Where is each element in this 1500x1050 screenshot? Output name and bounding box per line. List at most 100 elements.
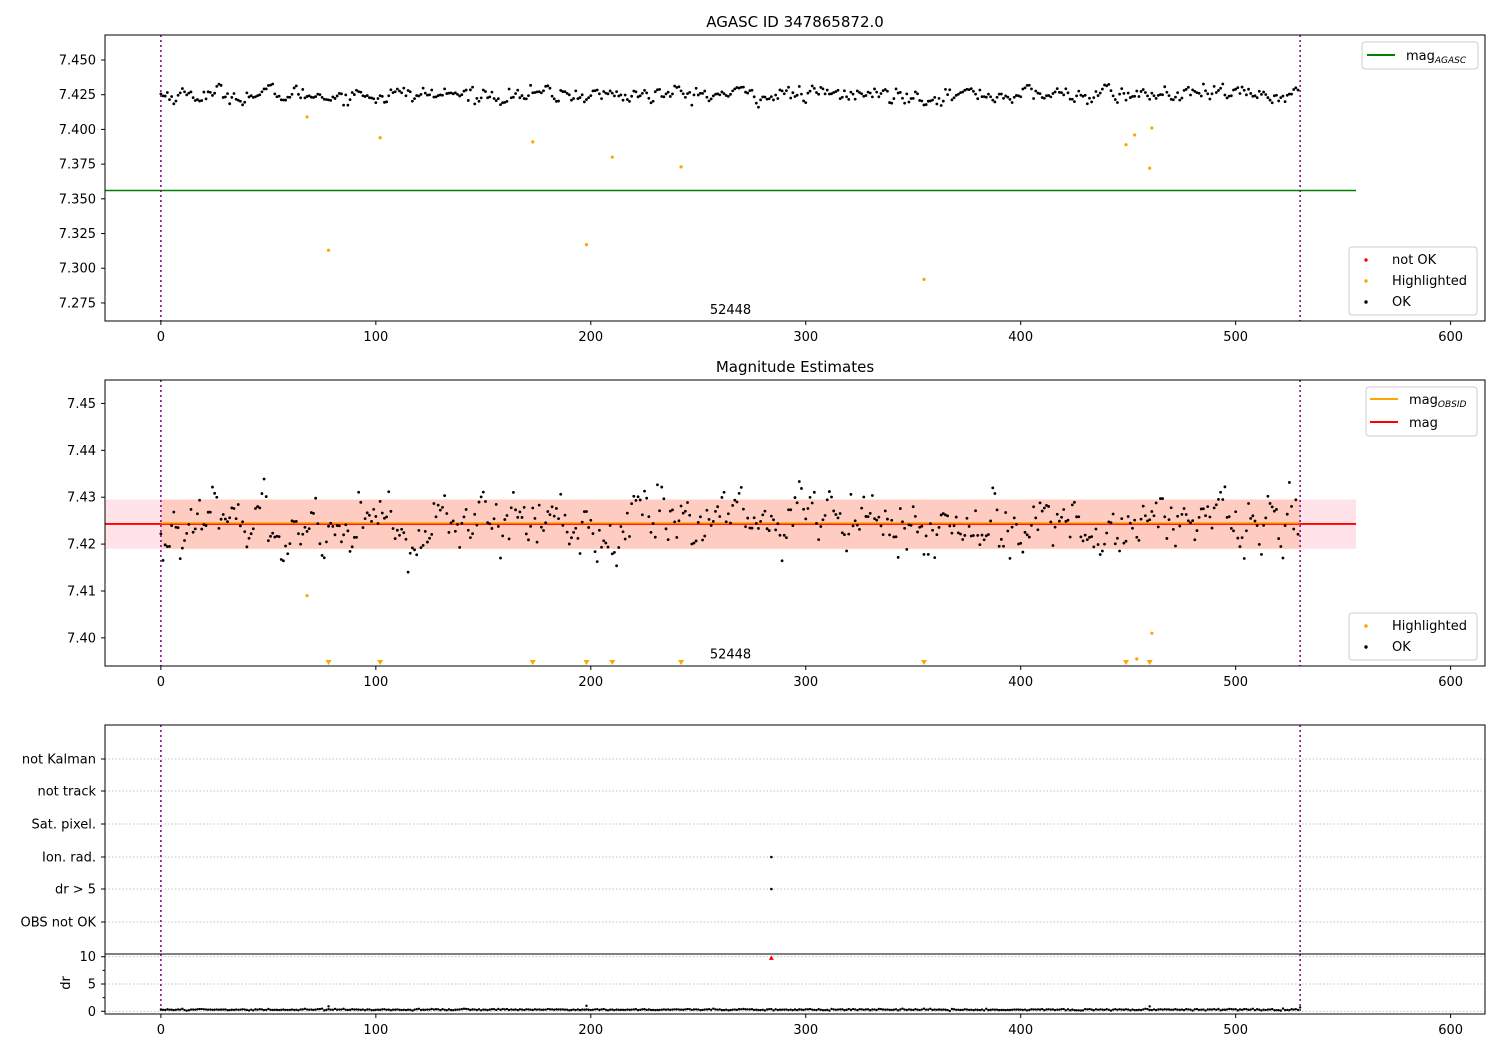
dr-point <box>320 1007 324 1010</box>
dr-point <box>787 1008 790 1012</box>
dr-point <box>819 1008 822 1012</box>
ok-point <box>675 86 679 89</box>
ok-point <box>724 520 728 524</box>
ok-point <box>843 533 846 537</box>
ok-point <box>1217 497 1220 501</box>
ok-point <box>492 97 496 100</box>
ok-point <box>625 511 629 515</box>
ok-point <box>292 86 296 90</box>
ok-point <box>585 98 588 101</box>
ok-point <box>176 526 180 530</box>
ok-point <box>1227 94 1231 98</box>
dr-point <box>260 1008 264 1011</box>
ok-point <box>1038 501 1042 505</box>
dr-point <box>299 1008 302 1011</box>
ok-point <box>1287 92 1291 96</box>
dr-point <box>763 1009 767 1012</box>
dr-point <box>927 1008 930 1011</box>
dr-point <box>527 1008 530 1011</box>
ok-point <box>282 98 285 102</box>
dr-point <box>1270 1007 1274 1011</box>
ok-point <box>918 99 922 102</box>
ok-point <box>376 522 380 525</box>
ok-point <box>241 520 244 524</box>
agasc-panel: AGASC ID 347865872.0 0 100 200 300 400 500 600… <box>59 13 1486 345</box>
dr-point <box>974 1008 977 1011</box>
dr-point <box>1230 1008 1233 1011</box>
ok-point <box>1064 87 1068 91</box>
dr-point <box>1023 1008 1027 1011</box>
dr-point <box>821 1008 825 1012</box>
dr-point <box>1068 1009 1072 1012</box>
dr-x-ticks: 0 100 200 300 400 500 600 <box>157 1014 1463 1038</box>
ok-point <box>1040 96 1044 99</box>
ok-point <box>1131 95 1134 98</box>
ok-point <box>275 95 279 99</box>
dr-point <box>447 1008 451 1011</box>
dr-point <box>185 1009 188 1012</box>
ok-point <box>742 85 745 89</box>
ok-point <box>1202 507 1205 511</box>
ok-point <box>780 89 784 93</box>
x-tick-label: 400 <box>1008 675 1033 690</box>
ok-point <box>466 99 470 102</box>
flag-category-label: OBS not OK <box>21 916 97 931</box>
ok-point <box>1098 91 1102 95</box>
ok-point <box>445 512 449 515</box>
dr-point <box>1247 1008 1250 1012</box>
dr-point <box>546 1007 550 1011</box>
dr-point <box>471 1008 474 1011</box>
dr-point <box>206 1008 210 1011</box>
ok-point <box>251 96 255 99</box>
ok-point <box>1105 84 1109 88</box>
dr-point <box>1105 1007 1108 1011</box>
ok-point <box>329 521 333 525</box>
agasc-legend-label-notok: not OK <box>1392 253 1437 268</box>
ok-point <box>673 84 677 88</box>
ok-point <box>610 91 614 95</box>
dr-point <box>1208 1008 1212 1011</box>
ok-point <box>656 483 659 487</box>
ok-point <box>660 95 664 98</box>
ok-point <box>469 88 472 92</box>
ok-point <box>1019 95 1023 99</box>
ok-point <box>972 89 975 93</box>
ok-point <box>230 95 234 99</box>
estimates-y-ticks: 7.407.417.427.437.447.45 <box>67 397 105 646</box>
ok-point <box>1128 96 1132 99</box>
dr-point <box>768 1008 771 1011</box>
ok-point <box>178 91 182 95</box>
dr-point <box>187 1008 191 1012</box>
ok-point <box>372 97 376 101</box>
dr-point <box>312 1008 315 1012</box>
dr-point <box>179 1008 182 1011</box>
dr-point <box>1075 1009 1078 1012</box>
dr-point <box>512 1008 515 1012</box>
dr-point <box>327 1008 330 1011</box>
ok-point <box>578 96 582 99</box>
dr-point <box>1174 1007 1177 1011</box>
dr-point <box>378 1008 382 1012</box>
ok-point <box>221 96 225 99</box>
ok-point <box>247 95 251 99</box>
ok-point <box>404 537 408 541</box>
dr-point <box>802 1008 805 1012</box>
dr-point <box>538 1008 541 1011</box>
ok-point <box>815 91 818 94</box>
ok-point <box>855 89 859 93</box>
dr-point <box>488 1008 491 1011</box>
ok-point <box>1294 498 1298 502</box>
ok-point <box>185 531 189 535</box>
dr-point <box>1275 1008 1278 1012</box>
ok-point <box>316 522 320 525</box>
ok-point <box>875 90 879 94</box>
dr-point <box>621 1008 625 1012</box>
ok-point <box>653 535 657 539</box>
dr-point <box>1019 1008 1022 1011</box>
dr-point <box>1073 1008 1076 1012</box>
dr-point <box>1281 1007 1285 1010</box>
estimates-title: Magnitude Estimates <box>716 358 874 376</box>
ok-point <box>447 91 451 95</box>
ok-point <box>920 524 924 528</box>
ok-point <box>316 92 320 96</box>
